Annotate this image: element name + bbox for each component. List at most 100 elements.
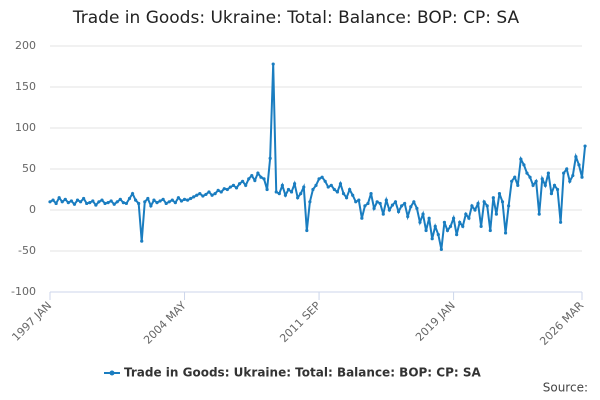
point [280,183,284,187]
point [91,199,95,203]
chart-title: Trade in Goods: Ukraine: Total: Balance:… [72,8,520,28]
point [314,183,318,187]
point [207,190,211,194]
point [241,179,245,183]
point [283,193,288,197]
point [400,204,404,208]
point [476,201,480,206]
legend-marker [109,370,115,376]
point [247,177,251,181]
point [161,197,165,201]
point [335,190,340,194]
point [534,179,538,183]
point [445,228,450,233]
point [82,196,86,201]
point [54,201,58,206]
y-tick-label: 0 [29,203,36,216]
point [182,197,187,201]
point [516,183,520,187]
point [320,175,324,179]
point [519,157,523,161]
point [103,201,107,206]
x-tick-label: 2026 MAR [537,299,586,348]
point [372,206,376,210]
point [354,200,358,204]
point [323,179,327,183]
point [378,201,382,206]
x-tick-label: 2004 MAY [141,299,189,347]
point [458,220,462,224]
point [195,193,199,197]
point [277,192,281,196]
point [500,200,505,204]
point [558,220,563,224]
point [259,175,263,179]
point [568,179,572,183]
point [482,200,486,204]
y-tick-label: 100 [15,121,36,134]
point [60,200,64,204]
point [403,201,407,206]
point [289,190,294,194]
point [244,183,248,187]
point [351,193,355,197]
point [369,192,373,196]
point [415,206,419,210]
point [253,178,257,183]
point [305,228,309,233]
point [384,198,388,202]
point [143,200,147,204]
point [296,196,300,200]
point [537,212,541,216]
point [210,193,214,197]
point [467,216,471,220]
point [78,200,83,204]
point [571,173,575,178]
point [265,187,269,192]
point [155,201,159,205]
point [436,233,440,237]
x-tick-label: 2019 JAN [413,299,458,344]
point [344,196,349,200]
point [427,216,431,220]
point [497,192,502,196]
point [124,201,129,206]
point [317,177,321,181]
point [134,198,138,202]
point [51,198,55,202]
point [66,201,70,205]
point [115,200,119,204]
point [455,233,459,237]
point [112,202,116,206]
point [531,183,535,187]
point [406,214,410,219]
point [348,187,352,192]
point [121,201,125,205]
point [152,198,156,202]
point [308,200,312,204]
point [198,192,202,196]
point [418,220,422,224]
point [412,200,416,204]
point [503,231,508,235]
point [256,171,260,175]
point [274,190,278,194]
point [271,62,275,66]
x-tick-label: 2011 SEP [277,299,323,345]
point [464,212,468,216]
point [219,190,223,194]
point [234,186,239,190]
point [326,185,330,189]
point [75,198,80,202]
point [109,199,113,203]
point [543,183,547,187]
point [381,212,385,216]
point [72,202,77,206]
point [127,196,132,201]
point [192,195,196,199]
point [421,212,425,216]
point [167,200,171,204]
point [48,200,52,204]
point [329,183,333,187]
point [179,199,184,203]
